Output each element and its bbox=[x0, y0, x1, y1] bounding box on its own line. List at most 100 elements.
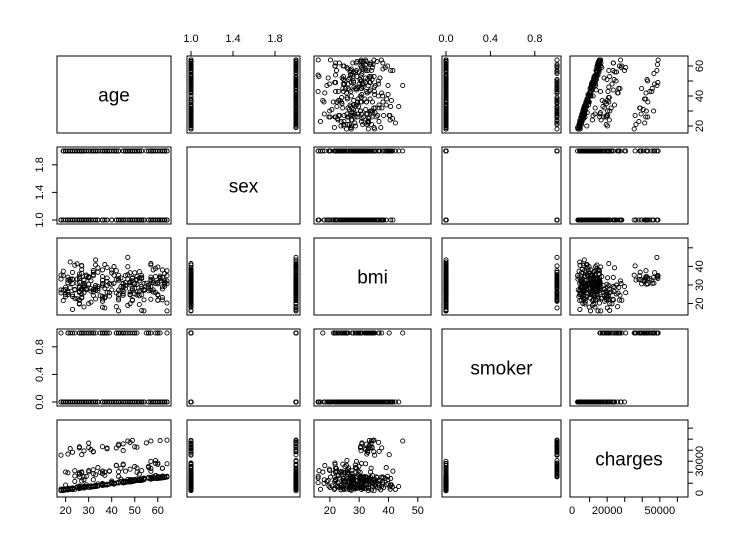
data-point bbox=[606, 148, 612, 154]
data-point bbox=[654, 67, 660, 74]
data-point bbox=[582, 299, 588, 305]
data-point bbox=[443, 90, 449, 96]
data-point bbox=[148, 262, 154, 268]
data-point bbox=[590, 399, 597, 405]
data-point bbox=[373, 114, 379, 120]
data-point bbox=[76, 274, 82, 280]
data-point bbox=[334, 103, 340, 110]
data-point bbox=[132, 291, 138, 297]
data-point bbox=[155, 264, 161, 270]
data-point bbox=[132, 399, 138, 405]
data-point bbox=[637, 105, 643, 111]
data-point bbox=[341, 118, 347, 125]
data-point bbox=[363, 482, 369, 488]
data-point bbox=[129, 437, 135, 443]
data-point bbox=[129, 297, 135, 303]
data-point bbox=[355, 96, 361, 102]
data-point bbox=[157, 438, 163, 444]
data-point bbox=[376, 148, 382, 154]
data-point bbox=[322, 399, 328, 405]
panel-frame bbox=[56, 237, 172, 316]
data-point bbox=[340, 475, 346, 482]
data-point bbox=[380, 66, 386, 72]
data-point bbox=[342, 330, 348, 336]
data-point bbox=[81, 448, 87, 454]
data-point bbox=[188, 475, 194, 482]
data-point bbox=[93, 148, 99, 154]
data-point bbox=[390, 217, 396, 223]
data-point bbox=[554, 112, 560, 119]
data-point bbox=[293, 287, 299, 294]
data-point bbox=[603, 217, 609, 223]
data-point bbox=[344, 114, 350, 120]
data-point bbox=[188, 73, 194, 80]
data-point bbox=[159, 474, 165, 481]
data-point bbox=[76, 330, 82, 336]
data-point bbox=[388, 97, 394, 104]
data-point bbox=[443, 292, 449, 298]
data-point bbox=[102, 294, 108, 300]
data-point bbox=[127, 479, 133, 485]
panel-smoker-vs-charges bbox=[569, 328, 689, 407]
data-point bbox=[371, 148, 377, 154]
data-point bbox=[333, 469, 339, 475]
data-point bbox=[321, 480, 327, 486]
data-point bbox=[443, 262, 449, 268]
data-point bbox=[373, 399, 379, 405]
data-point bbox=[597, 330, 603, 336]
panel-smoker-vs-sex bbox=[186, 328, 301, 407]
data-point bbox=[554, 97, 560, 104]
data-point bbox=[146, 399, 152, 405]
data-point bbox=[164, 148, 170, 154]
data-point bbox=[329, 399, 335, 405]
data-point bbox=[383, 465, 389, 471]
data-point bbox=[293, 306, 299, 312]
data-point bbox=[106, 293, 112, 299]
data-point bbox=[350, 106, 357, 113]
data-point bbox=[589, 117, 595, 123]
data-point bbox=[613, 291, 619, 297]
data-point bbox=[371, 84, 377, 90]
data-point bbox=[340, 399, 346, 405]
data-point bbox=[122, 468, 129, 474]
data-point bbox=[610, 60, 616, 66]
data-point bbox=[348, 67, 354, 74]
data-point bbox=[95, 465, 101, 471]
data-point bbox=[352, 120, 358, 126]
data-point bbox=[386, 330, 392, 336]
data-point bbox=[139, 272, 145, 279]
panel-bmi-vs-charges bbox=[569, 237, 689, 316]
data-point bbox=[104, 278, 110, 284]
data-point bbox=[443, 84, 449, 90]
data-point bbox=[355, 84, 361, 90]
data-point bbox=[72, 468, 78, 474]
data-point bbox=[373, 474, 379, 480]
panel-frame bbox=[56, 146, 172, 225]
data-point bbox=[348, 93, 354, 99]
data-point bbox=[363, 111, 369, 117]
data-point bbox=[65, 486, 71, 493]
data-point bbox=[99, 399, 106, 405]
data-point bbox=[443, 268, 449, 274]
data-point bbox=[345, 479, 351, 485]
data-point bbox=[582, 399, 588, 405]
data-point bbox=[610, 217, 616, 223]
data-point bbox=[595, 308, 601, 314]
data-point bbox=[60, 273, 66, 279]
data-point bbox=[576, 268, 582, 274]
data-point bbox=[584, 148, 590, 154]
panel-frame bbox=[569, 328, 689, 407]
data-point bbox=[67, 259, 73, 265]
data-point bbox=[602, 105, 608, 111]
data-point bbox=[352, 85, 358, 92]
data-point bbox=[606, 296, 612, 302]
data-point bbox=[188, 465, 194, 471]
data-point bbox=[321, 477, 327, 483]
data-point bbox=[293, 117, 299, 123]
data-point bbox=[335, 473, 341, 479]
data-point bbox=[350, 475, 357, 481]
data-point bbox=[188, 445, 194, 451]
data-point bbox=[72, 287, 78, 293]
data-point bbox=[371, 488, 377, 494]
data-point bbox=[611, 102, 618, 108]
